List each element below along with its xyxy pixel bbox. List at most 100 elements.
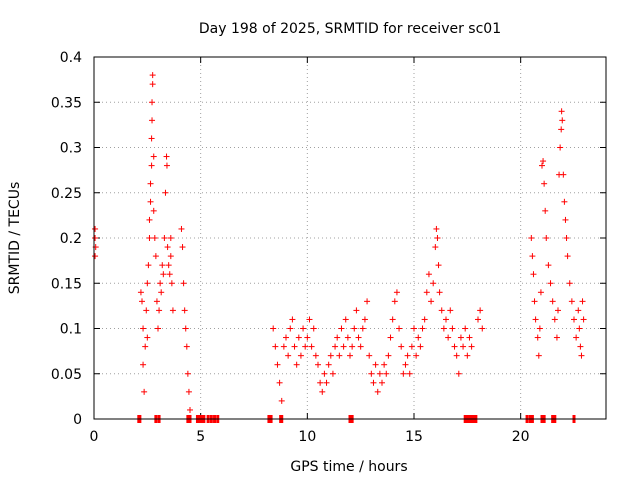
data-point	[142, 343, 149, 350]
data-point	[577, 343, 584, 350]
data-point	[152, 253, 159, 260]
data-point	[336, 352, 343, 359]
data-point	[575, 307, 582, 314]
data-point	[571, 316, 577, 323]
data-point	[184, 370, 191, 377]
plot-frame	[93, 56, 607, 420]
data-point	[576, 325, 583, 332]
data-point	[553, 334, 560, 341]
data-point	[92, 253, 99, 260]
data-point	[342, 316, 349, 323]
data-point	[564, 253, 571, 260]
data-point	[385, 352, 392, 359]
data-point	[167, 235, 174, 241]
data-point	[398, 343, 405, 350]
data-point	[349, 343, 356, 350]
data-point	[421, 316, 428, 323]
data-point	[423, 289, 430, 296]
data-point	[435, 262, 442, 269]
data-point	[295, 334, 302, 341]
data-point	[144, 280, 151, 287]
data-point	[308, 343, 315, 350]
data-point	[457, 334, 464, 341]
data-point	[411, 325, 417, 332]
y-tick-label: 0.1	[60, 322, 82, 338]
data-point	[536, 325, 543, 332]
y-tick-label: 0.25	[51, 186, 82, 202]
x-tick-label: 5	[196, 429, 205, 445]
data-point	[162, 189, 169, 196]
data-point	[149, 117, 156, 124]
data-point	[164, 244, 171, 251]
data-point	[158, 289, 165, 296]
data-point	[391, 298, 398, 305]
data-point	[302, 343, 309, 350]
data-point	[317, 379, 324, 386]
data-point	[534, 334, 541, 341]
data-point	[539, 162, 545, 169]
data-point	[285, 352, 292, 359]
data-point	[332, 343, 339, 350]
data-point	[163, 153, 170, 160]
data-point	[447, 307, 454, 314]
data-point	[146, 216, 153, 223]
data-point	[347, 352, 353, 359]
data-point	[319, 388, 326, 395]
data-point	[359, 325, 366, 332]
data-point	[353, 307, 360, 314]
data-point	[364, 298, 371, 305]
data-point	[374, 388, 381, 395]
data-point	[543, 235, 550, 241]
data-point	[351, 325, 358, 332]
data-point	[327, 352, 334, 359]
data-point	[415, 334, 422, 341]
data-point	[149, 81, 156, 88]
data-point	[178, 225, 185, 232]
data-point	[449, 325, 456, 332]
data-point	[434, 235, 441, 241]
data-point	[92, 235, 99, 241]
y-tick-label: 0.15	[51, 276, 82, 292]
data-point	[445, 334, 452, 341]
data-point	[540, 158, 547, 165]
data-point	[557, 144, 564, 151]
data-point	[340, 343, 347, 350]
data-point	[334, 334, 341, 341]
data-point	[413, 352, 420, 359]
data-point	[274, 361, 281, 368]
data-point	[560, 171, 567, 178]
data-point	[419, 325, 426, 332]
data-point	[563, 235, 570, 241]
data-point	[357, 343, 364, 350]
x-tick-label: 15	[405, 429, 423, 445]
y-tick-label: 0.05	[51, 367, 82, 383]
data-point	[389, 316, 396, 323]
data-point	[338, 325, 345, 332]
data-point	[150, 153, 157, 160]
data-point	[430, 280, 437, 287]
data-point	[443, 316, 449, 323]
axis-tick-labels: 0 5 10 15 20 0 0.05 0.1 0.15 0.2 0.25 0.3 0.35 0.4	[51, 50, 530, 445]
data-point	[291, 343, 298, 350]
grid-lines	[94, 57, 606, 419]
data-point	[315, 361, 321, 368]
y-tick-label: 0.4	[60, 50, 82, 66]
data-point	[558, 126, 565, 133]
data-point	[404, 352, 411, 359]
data-point	[157, 280, 164, 287]
data-point	[566, 280, 573, 287]
data-point	[141, 388, 148, 395]
x-axis-label: GPS time / hours	[290, 459, 407, 475]
data-point	[573, 334, 580, 341]
data-point	[283, 334, 289, 341]
data-point	[182, 325, 189, 332]
data-point	[417, 343, 424, 350]
data-point	[179, 244, 186, 251]
data-point	[149, 99, 156, 106]
data-point	[361, 316, 368, 323]
data-point	[355, 334, 362, 341]
chart-title: Day 198 of 2025, SRMTID for receiver sc0…	[199, 21, 501, 37]
data-point	[475, 316, 481, 323]
data-point	[300, 325, 307, 332]
